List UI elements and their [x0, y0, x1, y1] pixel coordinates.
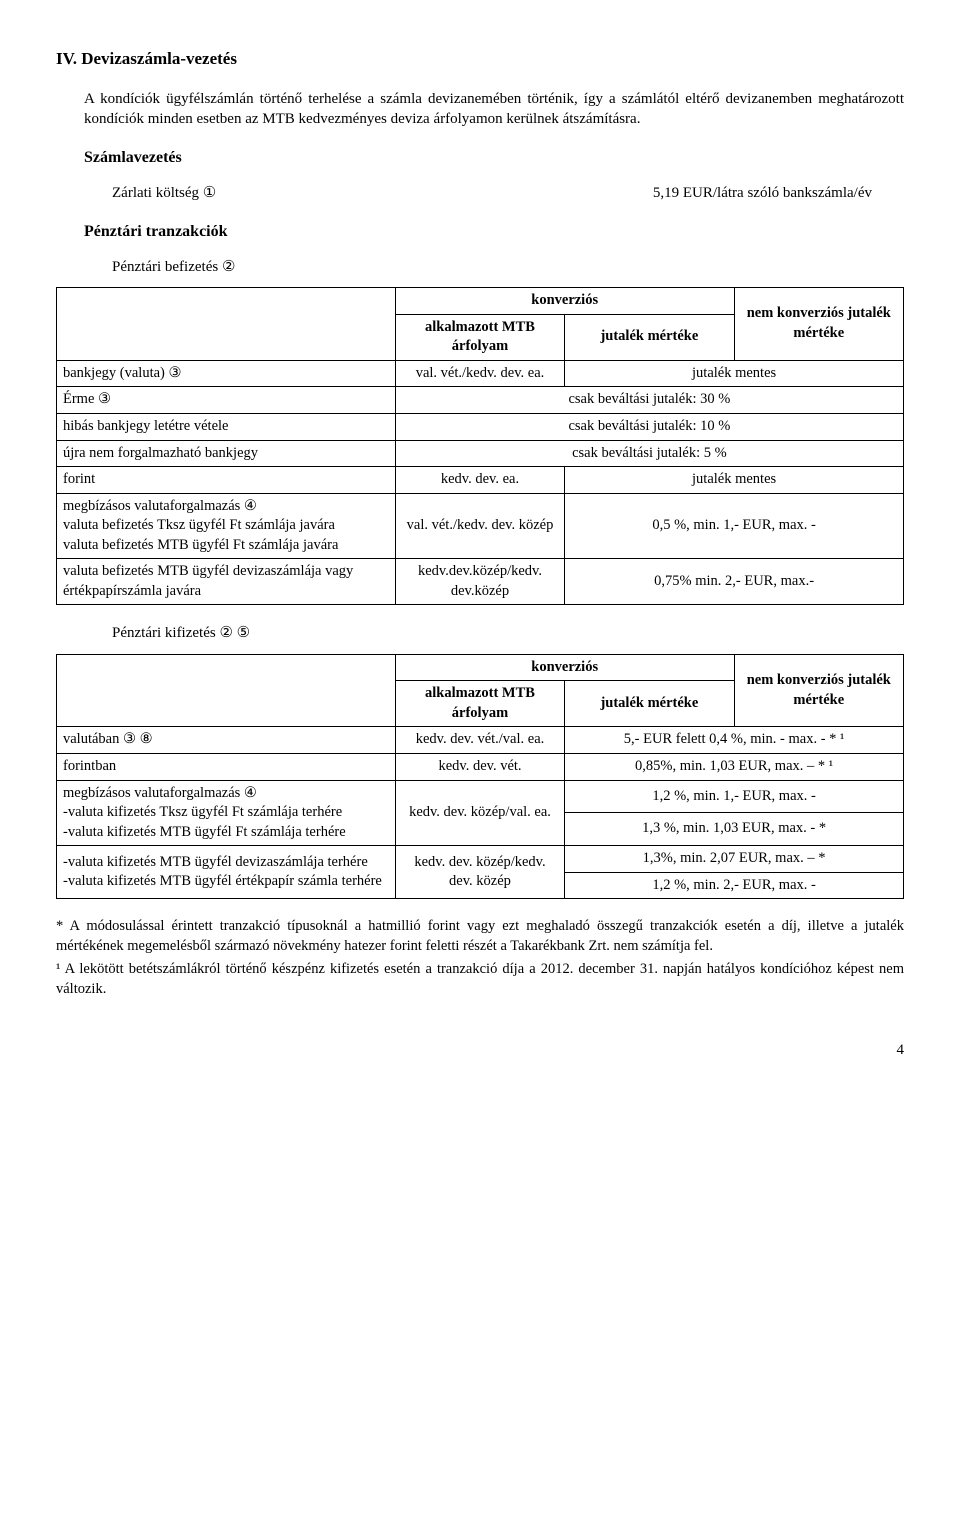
table-row: Érme ③ csak beváltási jutalék: 30 % — [57, 387, 904, 414]
cell: forintban — [57, 753, 396, 780]
cell: jutalék mentes — [565, 467, 904, 494]
zarlati-row: Zárlati költség ① 5,19 EUR/látra szóló b… — [112, 183, 872, 203]
table-row: megbízásos valutaforgalmazás ④ -valuta k… — [57, 780, 904, 813]
cell: jutalék mentes — [565, 360, 904, 387]
cell: 5,- EUR felett 0,4 %, min. - max. - * ¹ — [565, 727, 904, 754]
cell: kedv. dev. közép/kedv. dev. közép — [395, 846, 564, 899]
cell-line: -valuta kifizetés MTB ügyfél értékpapír … — [63, 872, 389, 892]
cell: újra nem forgalmazható bankjegy — [57, 440, 396, 467]
table-row: újra nem forgalmazható bankjegy csak bev… — [57, 440, 904, 467]
befizetes-table: konverziós nem konverziós jutalék mérték… — [56, 287, 904, 605]
hdr-nemkonv: nem konverziós jutalék mértéke — [734, 288, 903, 361]
cell: kedv. dev. közép/val. ea. — [395, 780, 564, 846]
table-row: valutában ③ ⑧ kedv. dev. vét./val. ea. 5… — [57, 727, 904, 754]
cell: Érme ③ — [57, 387, 396, 414]
cell-line: -valuta kifizetés MTB ügyfél Ft számlája… — [63, 823, 389, 843]
cell-line: megbízásos valutaforgalmazás ④ — [63, 784, 389, 804]
cell-line: -valuta kifizetés Tksz ügyfél Ft számláj… — [63, 803, 389, 823]
cell: valutában ③ ⑧ — [57, 727, 396, 754]
cell: valuta befizetés MTB ügyfél devizaszámlá… — [57, 559, 396, 605]
kifizetes-table: konverziós nem konverziós jutalék mérték… — [56, 654, 904, 900]
cell: csak beváltási jutalék: 5 % — [395, 440, 903, 467]
penztari-heading: Pénztári tranzakciók — [84, 221, 904, 243]
cell: 1,2 %, min. 1,- EUR, max. - — [565, 780, 904, 813]
table-row: hibás bankjegy letétre vétele csak bevál… — [57, 413, 904, 440]
cell: kedv.dev.közép/kedv. dev.közép — [395, 559, 564, 605]
cell: megbízásos valutaforgalmazás ④ valuta be… — [57, 493, 396, 559]
kifizetes-subhead: Pénztári kifizetés ② ⑤ — [112, 623, 904, 643]
zarlati-value: 5,19 EUR/látra szóló bankszámla/év — [653, 183, 872, 203]
cell: megbízásos valutaforgalmazás ④ -valuta k… — [57, 780, 396, 846]
cell-line: valuta befizetés MTB ügyfél Ft számlája … — [63, 536, 389, 556]
hdr-nemkonv: nem konverziós jutalék mértéke — [734, 654, 903, 727]
befizetes-subhead: Pénztári befizetés ② — [112, 257, 904, 277]
cell: csak beváltási jutalék: 30 % — [395, 387, 903, 414]
szamlavezetes-heading: Számlavezetés — [84, 147, 904, 169]
cell: 1,3 %, min. 1,03 EUR, max. - * — [565, 813, 904, 846]
cell-line: megbízásos valutaforgalmazás ④ — [63, 497, 389, 517]
cell: val. vét./kedv. dev. ea. — [395, 360, 564, 387]
hdr-alkmtb: alkalmazott MTB árfolyam — [395, 681, 564, 727]
footnote-one: ¹ A lekötött betétszámlákról történő kés… — [56, 960, 904, 999]
table-row: forint kedv. dev. ea. jutalék mentes — [57, 467, 904, 494]
cell-line: valuta befizetés Tksz ügyfél Ft számlája… — [63, 516, 389, 536]
cell: -valuta kifizetés MTB ügyfél devizaszáml… — [57, 846, 396, 899]
hdr-jutalek: jutalék mértéke — [565, 314, 734, 360]
hdr-konverzios: konverziós — [395, 654, 734, 681]
cell-line: -valuta kifizetés MTB ügyfél devizaszáml… — [63, 853, 389, 873]
cell: 0,5 %, min. 1,- EUR, max. - — [565, 493, 904, 559]
zarlati-label: Zárlati költség ① — [112, 183, 216, 203]
cell: kedv. dev. vét. — [395, 753, 564, 780]
table-row: -valuta kifizetés MTB ügyfél devizaszáml… — [57, 846, 904, 873]
cell: val. vét./kedv. dev. közép — [395, 493, 564, 559]
page-number: 4 — [56, 1040, 904, 1060]
cell: kedv. dev. ea. — [395, 467, 564, 494]
hdr-konverzios: konverziós — [395, 288, 734, 315]
table-row: forintban kedv. dev. vét. 0,85%, min. 1,… — [57, 753, 904, 780]
cell: csak beváltási jutalék: 10 % — [395, 413, 903, 440]
footnote-star: * A módosulással érintett tranzakció típ… — [56, 917, 904, 956]
cell: 0,75% min. 2,- EUR, max.- — [565, 559, 904, 605]
hdr-jutalek: jutalék mértéke — [565, 681, 734, 727]
cell: 0,85%, min. 1,03 EUR, max. – * ¹ — [565, 753, 904, 780]
cell: kedv. dev. vét./val. ea. — [395, 727, 564, 754]
hdr-alkmtb: alkalmazott MTB árfolyam — [395, 314, 564, 360]
cell: forint — [57, 467, 396, 494]
table-header-row: konverziós nem konverziós jutalék mérték… — [57, 654, 904, 681]
table-row: megbízásos valutaforgalmazás ④ valuta be… — [57, 493, 904, 559]
cell: 1,3%, min. 2,07 EUR, max. – * — [565, 846, 904, 873]
cell: 1,2 %, min. 2,- EUR, max. - — [565, 872, 904, 899]
table-header-row: konverziós nem konverziós jutalék mérték… — [57, 288, 904, 315]
table-row: bankjegy (valuta) ③ val. vét./kedv. dev.… — [57, 360, 904, 387]
section-title: IV. Devizaszámla-vezetés — [56, 48, 904, 71]
table-row: valuta befizetés MTB ügyfél devizaszámlá… — [57, 559, 904, 605]
section-intro: A kondíciók ügyfélszámlán történő terhel… — [84, 89, 904, 130]
cell: bankjegy (valuta) ③ — [57, 360, 396, 387]
cell: hibás bankjegy letétre vétele — [57, 413, 396, 440]
